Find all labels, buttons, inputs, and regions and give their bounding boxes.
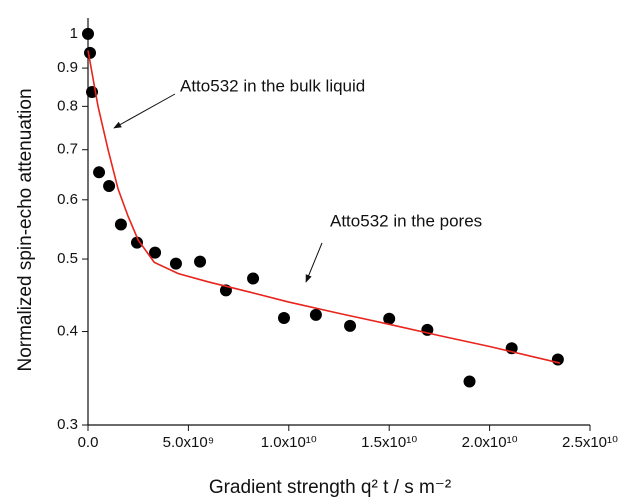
y-tick-label: 0.7 — [57, 141, 78, 158]
data-point — [103, 180, 116, 193]
data-point — [169, 257, 182, 270]
y-tick-label: 0.5 — [57, 250, 78, 267]
y-tick-label: 0.4 — [57, 323, 78, 340]
data-point — [309, 308, 322, 321]
y-tick-label: 0.8 — [57, 97, 78, 114]
annotation: Atto532 in the bulk liquid — [180, 76, 365, 95]
annotation-arrow — [113, 93, 176, 129]
x-tick-label: 2.0x10¹⁰ — [462, 434, 518, 451]
data-point — [383, 312, 396, 325]
data-point — [82, 27, 94, 40]
x-tick-label: 0.0 — [78, 434, 99, 451]
y-tick-label: 0.9 — [57, 59, 78, 76]
y-tick-label: 0.3 — [57, 416, 78, 433]
x-tick-label: 1.5x10¹⁰ — [361, 434, 417, 451]
data-point — [114, 218, 127, 231]
annotation-arrow — [305, 242, 323, 283]
y-axis-label: Normalized spin-echo attenuation — [15, 88, 36, 371]
data-point — [344, 319, 357, 332]
fit-line — [87, 50, 561, 364]
data-point — [551, 353, 564, 366]
data-point — [130, 236, 143, 249]
data-point — [194, 255, 207, 268]
data-point — [149, 246, 162, 259]
x-tick-label: 5.0x10⁹ — [163, 434, 214, 451]
y-tick-label: 1 — [70, 25, 78, 42]
data-point — [277, 312, 290, 325]
data-point — [463, 375, 476, 388]
y-tick-label: 0.6 — [57, 191, 78, 208]
x-tick-label: 2.5x10¹⁰ — [562, 434, 618, 451]
x-axis-label: Gradient strength q² t / s m⁻² — [209, 477, 451, 498]
data-point — [247, 272, 260, 285]
data-point — [84, 46, 97, 59]
x-tick-label: 1.0x10¹⁰ — [261, 434, 317, 451]
data-point — [93, 166, 106, 179]
annotation: Atto532 in the pores — [330, 211, 482, 230]
